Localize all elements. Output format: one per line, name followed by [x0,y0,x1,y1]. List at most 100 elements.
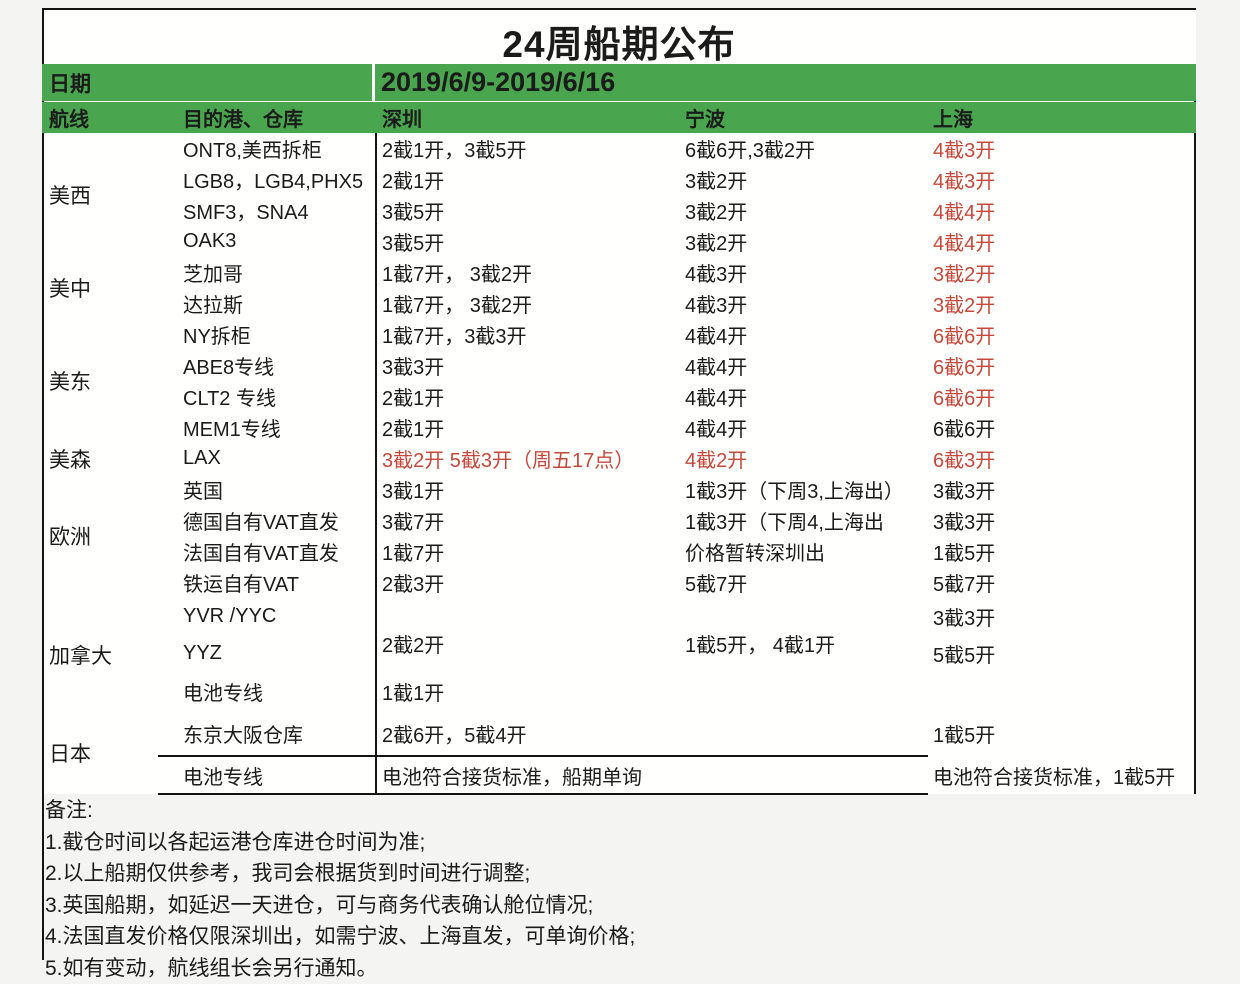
route-group-label: 美西 [42,133,180,257]
cell-shenzhen: 3截5开 [375,227,682,256]
cell-destination: 德国自有VAT直发 [180,506,375,535]
cell-shanghai: 6截6开 [930,382,1194,411]
cell-shanghai: 电池符合接货标准，1截5开 [930,761,1194,790]
note-item-5: 5.如有变动，航线组长会另行通知。 [45,953,1145,984]
column-header-row: 航线 目的港、仓库 深圳 宁波 上海 [42,102,1196,133]
cell-shenzhen: 1截7开， 3截2开 [375,258,682,287]
column-header-route: 航线 [42,103,180,132]
cell-destination: 达拉斯 [180,289,375,318]
cell-ningbo: 4截4开 [682,320,930,349]
cell-shanghai: 6截6开 [930,320,1194,349]
route-group-label: 欧洲 [42,474,180,598]
cell-ningbo: 1截3开（下周3,上海出） [682,475,930,504]
cell-shanghai: 4截3开 [930,165,1194,194]
cell-shenzhen: 2截1开 [375,413,682,442]
cell-destination: CLT2 专线 [180,382,375,411]
cell-shenzhen: 2截1开 [375,165,682,194]
cell-ningbo: 3截2开 [682,227,930,256]
notes-section: 备注:1.截仓时间以各起运港仓库进仓时间为准;2.以上船期仅供参考，我司会根据货… [45,795,1145,984]
cell-shanghai: 6截6开 [930,351,1194,380]
cell-ningbo: 价格暂转深圳出 [682,537,930,566]
cell-destination: LGB8，LGB4,PHX5 [180,165,375,194]
cell-ningbo: 3截2开 [682,196,930,225]
cell-destination: 电池专线 [180,677,375,706]
cell-shenzhen: 1截7开， 3截2开 [375,289,682,318]
date-label: 日期 [42,68,375,98]
cell-shanghai: 3截3开 [930,506,1194,535]
cell-destination: 电池专线 [180,761,375,790]
cell-destination: 法国自有VAT直发 [180,537,375,566]
cell-destination: YVR /YYC [180,605,375,628]
cell-destination: ABE8专线 [180,351,375,380]
cell-shenzhen: 1截7开 [375,537,682,566]
table-row: 电池专线电池符合接货标准，船期单询 电池符合接货标准，1截5开 [180,756,1196,794]
cell-shenzhen: 电池符合接货标准，船期单询 [375,761,682,790]
cell-ningbo: 3截2开 [682,165,930,194]
cell-ningbo: 6截6开,3截2开 [682,134,930,163]
cell-shenzhen: 3截3开 [375,351,682,380]
top-border-line [42,8,1196,10]
cell-shanghai: 3截3开 [930,602,1194,631]
cell-ningbo: 4截4开 [682,413,930,442]
route-group-label: 加拿大 [42,598,180,711]
column-header-shanghai: 上海 [930,103,1194,132]
cell-shanghai: 5截7开 [930,568,1194,597]
cell-shanghai: 5截5开 [930,639,1194,668]
route-group-label: 美东 [42,319,180,443]
route-group-label: 美森 [42,443,180,474]
cell-ningbo: 4截2开 [682,444,930,473]
cell-destination: SMF3，SNA4 [180,196,375,225]
page: { "title": "24周船期公布", "date": { "label":… [0,0,1240,960]
cell-destination: LAX [180,447,375,470]
cell-shanghai: 3截2开 [930,289,1194,318]
cell-shenzhen: 2截1开 [375,382,682,411]
page-title: 24周船期公布 [42,14,1196,68]
cell-shanghai: 1截5开 [930,537,1194,566]
route-group-label: 美中 [42,257,180,319]
cell-ningbo: 4截4开 [682,351,930,380]
cell-shanghai: 6截6开 [930,413,1194,442]
cell-destination: 东京大阪仓库 [180,719,375,748]
column-header-shenzhen: 深圳 [375,103,682,132]
cell-shanghai: 4截4开 [930,196,1194,225]
cell-destination: 芝加哥 [180,258,375,287]
cell-destination: 铁运自有VAT [180,568,375,597]
cell-shanghai: 3截2开 [930,258,1194,287]
cell-shenzhen: 1截7开，3截3开 [375,320,682,349]
note-item-1: 1.截仓时间以各起运港仓库进仓时间为准; [45,827,1145,859]
cell-shenzhen: 2截6开，5截4开 [375,719,682,748]
note-item-2: 2.以上船期仅供参考，我司会根据货到时间进行调整; [45,858,1145,890]
schedule-sheet: 24周船期公布 日期 2019/6/9-2019/6/16 航线 目的港、仓库 … [42,8,1196,794]
cell-ningbo-span: 1截5开， 4截1开 [682,606,930,680]
cell-destination: NY拆柜 [180,320,375,349]
cell-shanghai: 3截3开 [930,475,1194,504]
cell-ningbo: 4截3开 [682,289,930,318]
cell-shenzhen: 1截1开 [375,677,682,706]
cell-shenzhen: 3截7开 [375,506,682,535]
column-header-destination: 目的港、仓库 [180,103,375,132]
